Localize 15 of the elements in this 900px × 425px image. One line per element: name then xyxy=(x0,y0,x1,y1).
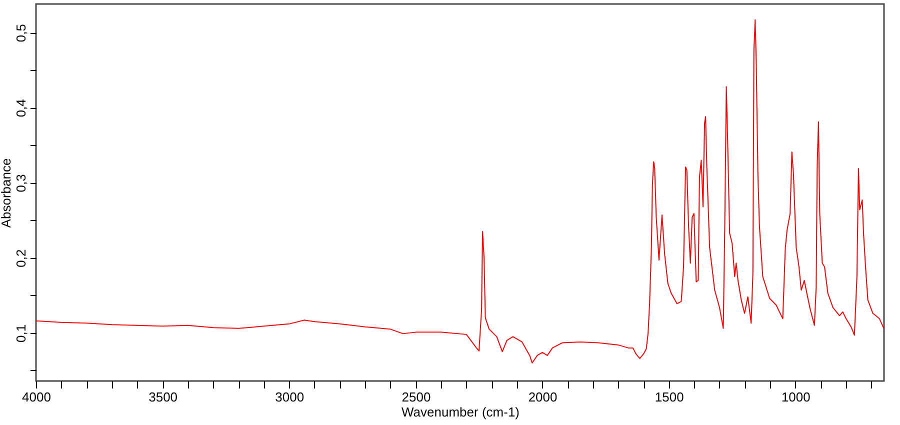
x-tick-label: 2000 xyxy=(528,390,558,404)
x-tick-label: 1500 xyxy=(654,390,684,404)
y-tick-label: 0,2 xyxy=(14,249,28,268)
x-tick-label: 3000 xyxy=(275,390,304,404)
x-tick-label: 2500 xyxy=(402,390,431,404)
x-axis-title: Wavenumber (cm-1) xyxy=(402,404,520,420)
x-tick-label: 4000 xyxy=(22,390,51,404)
y-tick-label: 0,1 xyxy=(14,324,28,342)
y-tick-label: 0,3 xyxy=(14,174,28,192)
y-tick-label: 0,5 xyxy=(14,24,28,42)
y-tick-label: 0,4 xyxy=(14,99,28,118)
y-axis-title: Absorbance xyxy=(0,158,14,228)
x-tick-label: 3500 xyxy=(148,390,178,404)
x-tick-label: 1000 xyxy=(781,390,810,404)
line-series xyxy=(36,19,884,364)
